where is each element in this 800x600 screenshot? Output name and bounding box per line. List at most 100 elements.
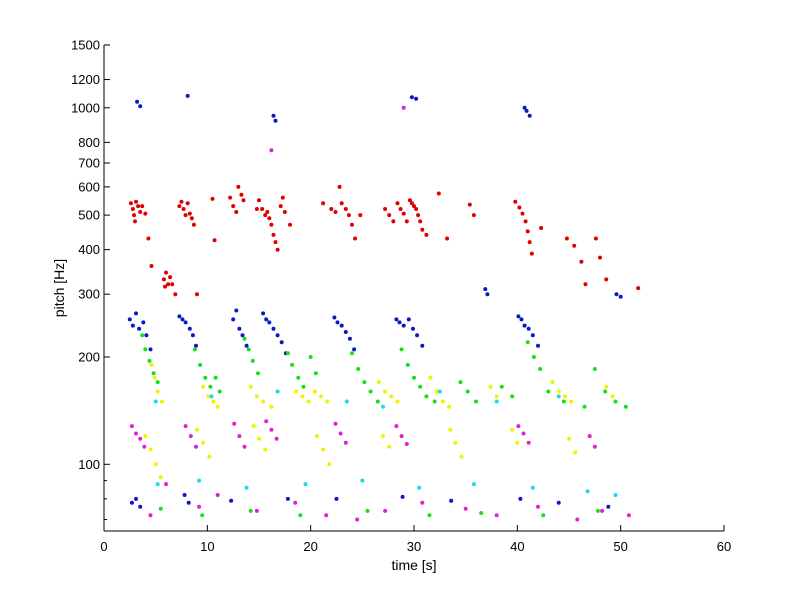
data-point-blue <box>519 317 524 322</box>
data-point-blue <box>237 326 242 331</box>
data-point-red <box>517 205 522 210</box>
data-point-yellow <box>152 375 157 380</box>
data-point-red <box>278 204 283 209</box>
data-point-green <box>242 336 247 341</box>
data-point-blue <box>129 500 134 505</box>
data-point-yellow <box>567 436 571 441</box>
data-point-blue <box>449 498 454 503</box>
data-point-green <box>203 375 208 380</box>
data-point-green <box>424 394 429 399</box>
data-point-red <box>513 199 518 204</box>
data-point-green <box>365 508 370 513</box>
data-point-green <box>405 362 410 367</box>
data-point-yellow <box>515 440 520 445</box>
data-point-green <box>147 358 152 363</box>
data-point-green <box>613 399 618 404</box>
data-point-cyan <box>494 399 499 404</box>
data-point-magenta <box>575 517 580 522</box>
data-point-red <box>572 243 577 248</box>
data-point-red <box>263 213 268 218</box>
data-point-green <box>213 375 218 380</box>
data-point-magenta <box>355 517 360 522</box>
data-point-magenta <box>333 421 338 426</box>
data-point-blue <box>138 504 143 509</box>
data-point-blue <box>347 336 352 341</box>
data-point-red <box>128 201 133 206</box>
data-point-yellow <box>381 434 385 439</box>
data-point-red <box>436 191 441 196</box>
data-point-red <box>163 284 167 289</box>
data-point-red <box>236 184 241 189</box>
data-point-green <box>296 375 301 380</box>
data-point-green <box>427 513 432 518</box>
data-point-yellow <box>389 394 394 399</box>
data-point-green <box>465 389 470 394</box>
data-point-red <box>527 240 532 245</box>
data-point-blue <box>414 96 419 101</box>
data-point-magenta <box>401 105 406 110</box>
data-point-magenta <box>148 513 153 518</box>
data-point-yellow <box>387 444 392 449</box>
data-point-yellow <box>312 389 317 394</box>
data-point-red <box>387 213 392 218</box>
data-point-green <box>538 367 543 371</box>
data-point-magenta <box>324 513 329 518</box>
data-point-yellow <box>569 399 574 404</box>
data-point-blue <box>606 504 611 509</box>
data-point-red <box>254 207 259 211</box>
data-point-yellow <box>447 404 452 409</box>
data-point-red <box>136 204 141 209</box>
data-point-blue <box>135 99 140 104</box>
data-point-magenta <box>194 444 198 449</box>
data-point-red <box>321 201 326 206</box>
data-point-magenta <box>242 444 247 449</box>
data-point-yellow <box>269 404 274 409</box>
data-point-red <box>337 184 342 189</box>
axes <box>103 45 724 532</box>
data-point-cyan <box>153 399 158 404</box>
data-point-red <box>138 210 143 214</box>
data-point-red <box>564 236 569 241</box>
data-point-red <box>212 238 217 243</box>
data-point-red <box>343 207 348 211</box>
y-axis-label: pitch [Hz] <box>51 259 67 317</box>
data-point-yellow <box>143 434 148 439</box>
data-point-blue <box>485 292 490 297</box>
data-point-red <box>265 210 270 214</box>
y-tick-label: 300 <box>78 287 100 302</box>
data-point-red <box>143 211 148 216</box>
data-point-magenta <box>269 148 274 153</box>
x-tick-label: 10 <box>200 539 214 554</box>
data-point-green <box>368 389 373 394</box>
y-tick-label: 1500 <box>71 38 100 53</box>
x-axis-label: time [s] <box>391 557 436 573</box>
data-point-yellow <box>383 389 388 394</box>
data-point-magenta <box>494 513 499 518</box>
data-point-green <box>603 389 608 394</box>
data-point-green <box>356 367 361 371</box>
data-point-green <box>582 404 587 409</box>
data-point-red <box>333 210 338 214</box>
data-point-red <box>539 226 544 230</box>
data-point-green <box>510 394 515 399</box>
data-point-red <box>260 207 265 211</box>
data-point-blue <box>244 343 249 348</box>
x-tick-label: 60 <box>717 539 731 554</box>
data-point-red <box>187 211 192 216</box>
data-point-magenta <box>516 424 521 429</box>
data-point-yellow <box>153 462 158 467</box>
data-point-yellow <box>248 384 253 389</box>
data-point-red <box>520 211 525 216</box>
y-tick-label: 200 <box>78 349 100 364</box>
data-point-blue <box>394 317 399 322</box>
data-point-magenta <box>600 508 605 513</box>
data-point-blue <box>185 93 190 98</box>
data-point-red <box>416 213 421 218</box>
data-point-magenta <box>215 493 220 497</box>
data-point-red <box>140 204 145 209</box>
data-point-blue <box>271 113 276 118</box>
data-point-green <box>499 384 504 389</box>
data-point-yellow <box>510 427 515 432</box>
data-point-cyan <box>556 394 561 399</box>
data-point-magenta <box>188 434 193 439</box>
